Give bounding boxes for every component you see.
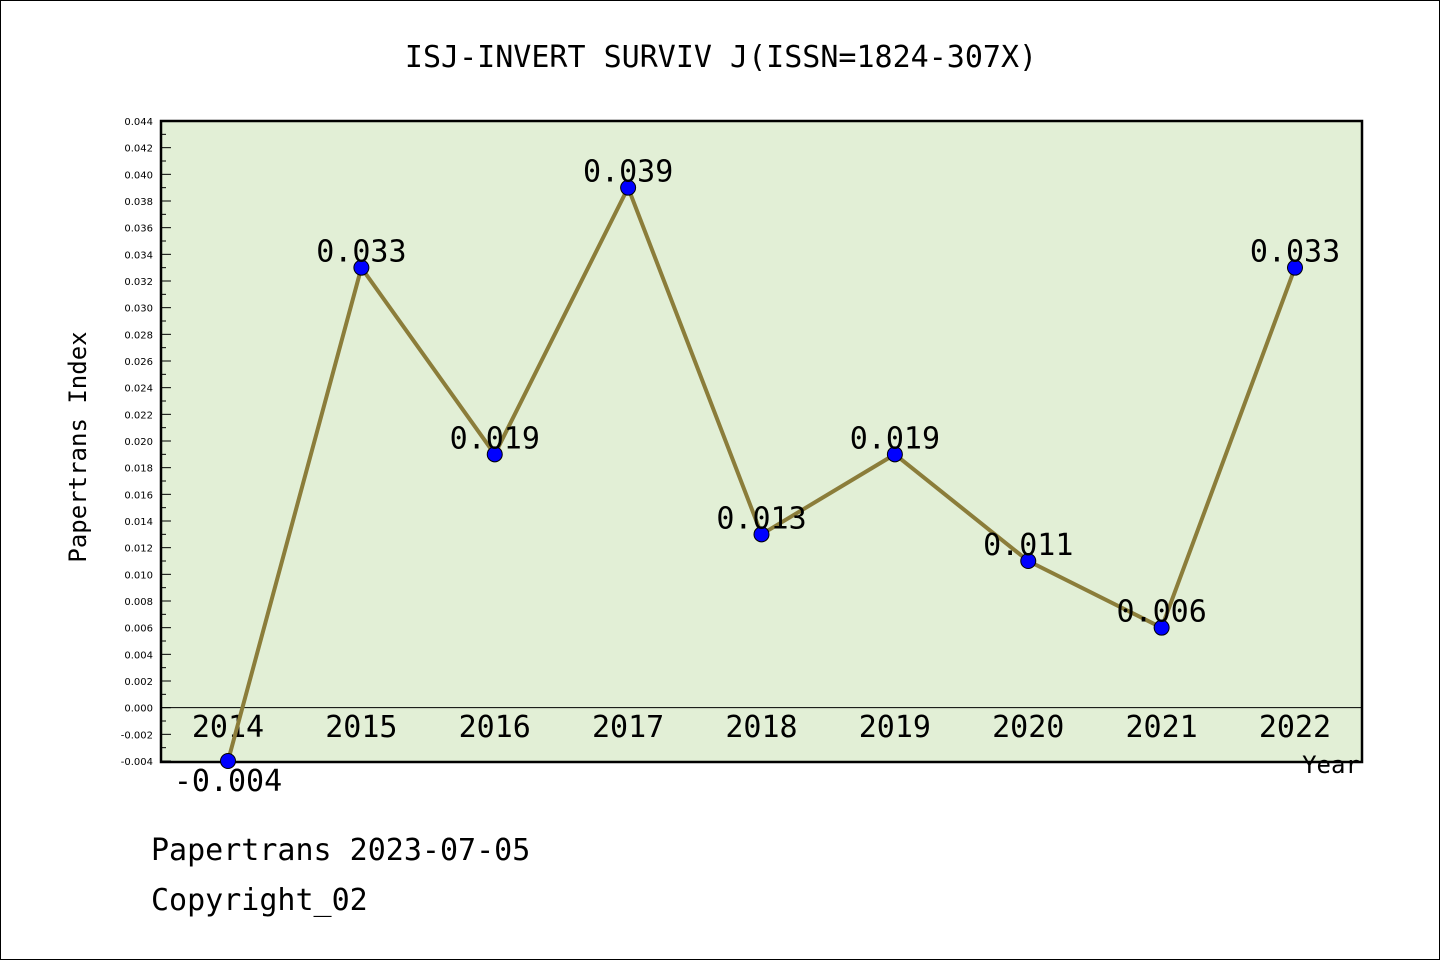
x-axis-label: Year (1302, 751, 1360, 779)
y-tick-label: 0.004 (124, 650, 153, 661)
y-tick-label: 0.030 (124, 304, 153, 315)
y-tick-label: 0.026 (124, 357, 153, 368)
x-tick-label: 2015 (325, 710, 397, 745)
y-tick-label: 0.036 (124, 224, 153, 235)
data-point (886, 446, 903, 463)
data-label: 0.011 (983, 528, 1073, 563)
y-tick-label: -0.004 (121, 757, 153, 768)
data-point (620, 179, 637, 196)
series-markers (220, 179, 1303, 769)
y-axis: -0.004 -0.002 0.000 0.002 0.004 0.006 0.008 0.0… (121, 117, 171, 768)
y-tick-label: 0.044 (124, 117, 153, 128)
y-tick-label: 0.008 (124, 597, 153, 608)
y-tick-label: 0.016 (124, 490, 153, 501)
data-point (486, 446, 503, 463)
data-label: 0.013 (716, 501, 806, 536)
y-tick-label: 0.002 (124, 677, 153, 688)
x-tick-label: 2016 (459, 710, 531, 745)
y-tick-label: 0.038 (124, 197, 153, 208)
x-axis: 2014 2015 2016 2017 2018 2019 2020 2021 2022 (192, 710, 1331, 745)
data-point (220, 753, 236, 769)
data-point (753, 526, 770, 543)
x-tick-label: 2021 (1126, 710, 1198, 745)
x-tick-label: 2019 (859, 710, 931, 745)
data-label: 0.033 (1250, 235, 1340, 270)
data-point (1153, 619, 1170, 636)
data-label: 0.019 (450, 421, 540, 456)
chart-title: ISJ-INVERT SURVIV J(ISSN=1824-307X) (405, 40, 1037, 75)
y-tick-label: 0.018 (124, 464, 153, 475)
data-labels: -0.004 0.033 0.019 0.039 0.013 0.019 0.011 0.00… (174, 155, 1340, 799)
plot-area (159, 119, 1364, 764)
x-tick-label: 2022 (1259, 710, 1331, 745)
x-tick-label: 2014 (192, 710, 264, 745)
data-label: -0.004 (174, 764, 282, 799)
x-tick-label: 2017 (592, 710, 664, 745)
y-tick-label: 0.022 (124, 410, 153, 421)
x-tick-label: 2020 (992, 710, 1064, 745)
y-tick-label: 0.014 (124, 517, 153, 528)
y-tick-label: 0.020 (124, 437, 153, 448)
data-label: 0.006 (1116, 595, 1206, 630)
y-tick-label: 0.010 (124, 570, 153, 581)
data-label: 0.019 (850, 421, 940, 456)
x-tick-label: 2018 (725, 710, 797, 745)
footer-copyright: Copyright_02 (151, 883, 368, 918)
y-tick-label: 0.034 (124, 250, 153, 261)
data-label: 0.033 (316, 235, 406, 270)
footer-date: Papertrans 2023-07-05 (151, 833, 531, 868)
y-tick-label: 0.000 (124, 704, 153, 715)
data-point (353, 259, 370, 276)
y-axis-label: Papertrans Index (64, 331, 92, 562)
y-tick-label: 0.012 (124, 544, 153, 555)
data-label: 0.039 (583, 155, 673, 190)
y-tick-label: 0.028 (124, 330, 153, 341)
y-tick-label: 0.024 (124, 384, 153, 395)
y-tick-label: 0.032 (124, 277, 153, 288)
data-point (1287, 259, 1303, 276)
y-tick-label: 0.042 (124, 144, 153, 155)
y-tick-label: 0.006 (124, 624, 153, 635)
y-tick-label: -0.002 (121, 730, 153, 741)
y-tick-label: 0.040 (124, 170, 153, 181)
data-point (1020, 553, 1037, 569)
